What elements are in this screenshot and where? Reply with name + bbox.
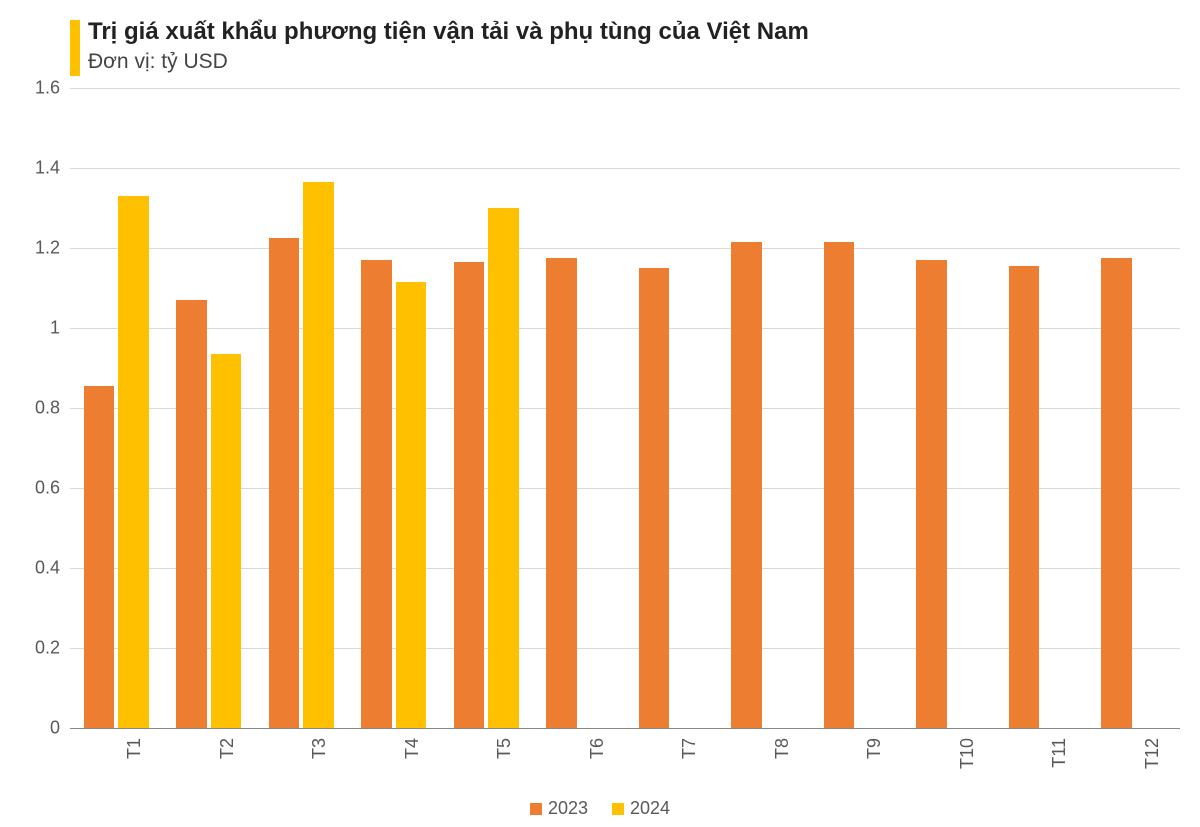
chart-title: Trị giá xuất khẩu phương tiện vận tải và… [88,18,809,46]
ytick-label: 1.4 [35,158,60,179]
ytick-label: 1 [50,318,60,339]
bar [1009,266,1039,728]
xtick-label: T11 [1049,738,1070,768]
legend-label: 2024 [630,798,670,819]
xtick-label: T12 [1142,738,1163,769]
bar [488,208,518,728]
ytick-label: 0.4 [35,558,60,579]
bar [361,260,391,728]
bar [1101,258,1131,728]
title-accent-bar [70,20,80,76]
xtick-label: T9 [864,738,885,759]
bar [546,258,576,728]
bar [824,242,854,728]
legend-item: 2024 [612,798,670,819]
xtick-label: T2 [217,738,238,759]
bar [118,196,148,728]
xtick-label: T10 [957,738,978,769]
ytick-label: 0.6 [35,478,60,499]
xtick-label: T4 [402,738,423,759]
xtick-label: T7 [679,738,700,759]
x-axis-line [70,728,1180,729]
ytick-label: 1.2 [35,238,60,259]
xtick-label: T8 [772,738,793,759]
gridline [70,248,1180,249]
bar [176,300,206,728]
bar [639,268,669,728]
xtick-label: T5 [494,738,515,759]
xtick-label: T6 [587,738,608,759]
legend-swatch [612,803,624,815]
legend: 2023 2024 [0,798,1200,819]
bar [396,282,426,728]
export-value-chart: Trị giá xuất khẩu phương tiện vận tải và… [0,0,1200,827]
legend-item: 2023 [530,798,588,819]
legend-label: 2023 [548,798,588,819]
bar [211,354,241,728]
ytick-label: 0.8 [35,398,60,419]
legend-swatch [530,803,542,815]
ytick-label: 0.2 [35,638,60,659]
bar [454,262,484,728]
bar [916,260,946,728]
ytick-label: 1.6 [35,78,60,99]
bar [84,386,114,728]
plot-area: 00.20.40.60.811.21.41.6T1T2T3T4T5T6T7T8T… [70,88,1180,728]
bar [269,238,299,728]
chart-subtitle: Đơn vị: tỷ USD [88,50,228,74]
bar [303,182,333,728]
xtick-label: T3 [309,738,330,759]
gridline [70,168,1180,169]
ytick-label: 0 [50,718,60,739]
xtick-label: T1 [124,738,145,759]
bar [731,242,761,728]
gridline [70,88,1180,89]
